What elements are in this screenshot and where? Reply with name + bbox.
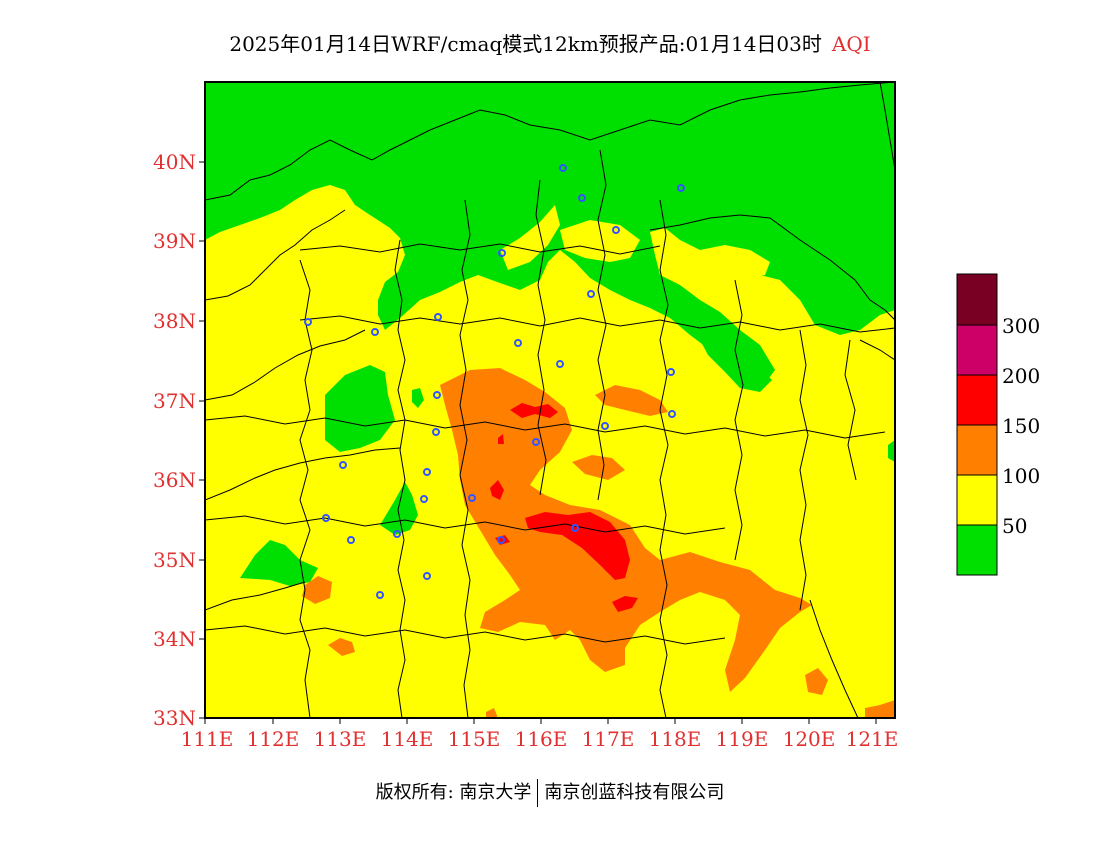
legend-swatch-usg [956,424,998,476]
city-marker [587,290,595,298]
city-marker [667,368,675,376]
aqi-unhealthy-core-5 [612,596,638,612]
legend-swatch-hazardous [956,273,998,326]
title-product: AQI [831,32,871,56]
aqi-usg-patch-3 [302,576,332,604]
legend-swatch-moderate [956,474,998,526]
city-marker [304,318,312,326]
legend-label: 150 [1002,414,1040,438]
aqi-good-patch-3 [240,540,318,586]
lon-tick-label: 115E [448,727,501,751]
city-marker [322,514,330,522]
city-marker [393,530,401,538]
map-title: 2025年01月14日WRF/cmaq模式12km预报产品:01月14日03时 A… [0,28,1100,57]
aqi-usg-main-plume [440,368,812,692]
legend-label: 300 [1002,314,1040,338]
map-plot-area [205,82,895,718]
lat-tick-label: 34N [153,627,196,651]
aqi-unhealthy-core-1 [510,403,558,418]
lat-tick-label: 36N [153,468,196,492]
aqi-usg-patch-7 [486,708,498,718]
city-marker [339,461,347,469]
lat-tick-label: 37N [153,389,196,413]
legend-swatch-very-unhealthy [956,324,998,376]
lat-tick-marks [199,161,205,719]
footer-divider [537,779,539,807]
aqi-good-patch-1 [325,365,395,452]
lon-tick-label: 117E [582,727,635,751]
city-marker [532,438,540,446]
legend-swatch-unhealthy [956,374,998,426]
city-marker [677,184,685,192]
aqi-good-patch-5 [700,338,772,392]
aqi-usg-patch-6 [865,700,895,718]
lon-tick-label: 118E [649,727,702,751]
city-marker [571,524,579,532]
city-marker [559,164,567,172]
lon-tick-label: 114E [381,727,434,751]
lat-tick-labels: 40N 39N 38N 37N 36N 35N 34N 33N [153,150,196,730]
city-marker [423,572,431,580]
lat-tick-label: 39N [153,229,196,253]
city-marker [433,391,441,399]
city-marker [420,495,428,503]
city-marker [612,226,620,234]
aqi-moderate-tongue-1 [500,205,560,270]
lon-tick-label: 116E [515,727,568,751]
legend-label: 200 [1002,364,1040,388]
city-marker [434,313,442,321]
aqi-usg-patch-1 [595,385,668,416]
lon-tick-label: 111E [181,727,234,751]
lon-tick-label: 121E [846,727,899,751]
city-marker [578,194,586,202]
city-marker [601,422,609,430]
city-marker [514,339,522,347]
legend-label: 100 [1002,464,1040,488]
aqi-good-patch-2 [380,482,418,535]
lon-tick-label: 113E [314,727,367,751]
copyright-text: 版权所有: 南京大学 [375,782,532,803]
aqi-usg-patch-5 [805,668,828,695]
lon-tick-label: 112E [247,727,300,751]
admin-boundaries [205,82,895,718]
city-marker [376,591,384,599]
aqi-usg-patch-2 [572,455,625,480]
copyright-footer: 版权所有: 南京大学 南京创蓝科技有限公司 [0,778,1100,807]
legend-label: 50 [1002,514,1027,538]
lat-tick-label: 40N [153,150,196,174]
lon-tick-labels: 111E 112E 113E 114E 115E 116E 117E 118E … [181,727,899,751]
city-marker [468,494,476,502]
aqi-unhealthy-core-2 [490,480,504,500]
aqi-unhealthy-core-6 [498,434,504,444]
city-marker [556,360,564,368]
city-marker [423,468,431,476]
aqi-moderate-tongue-2 [560,220,640,262]
city-marker [371,328,379,336]
lat-tick-label: 33N [153,706,196,730]
aqi-good-patch-6 [888,440,895,462]
city-marker [497,536,505,544]
city-marker [668,410,676,418]
lon-tick-label: 119E [716,727,769,751]
city-markers [304,164,685,599]
city-marker [498,249,506,257]
legend-swatch-good [956,524,998,576]
aqi-good-patch-4 [412,388,424,408]
map-frame [204,81,896,719]
city-marker [432,428,440,436]
company-text: 南京创蓝科技有限公司 [544,782,725,803]
aqi-legend: 300 200 150 100 50 [956,273,1040,576]
title-main: 2025年01月14日WRF/cmaq模式12km预报产品:01月14日03时 [229,32,822,56]
lat-tick-label: 38N [153,309,196,333]
aqi-unhealthy-core-3 [525,512,630,580]
lon-tick-marks [204,718,877,724]
lon-tick-label: 120E [783,727,836,751]
aqi-moderate-tongue-3 [700,245,770,278]
city-marker [347,536,355,544]
lat-tick-label: 35N [153,548,196,572]
aqi-usg-patch-4 [328,638,355,656]
